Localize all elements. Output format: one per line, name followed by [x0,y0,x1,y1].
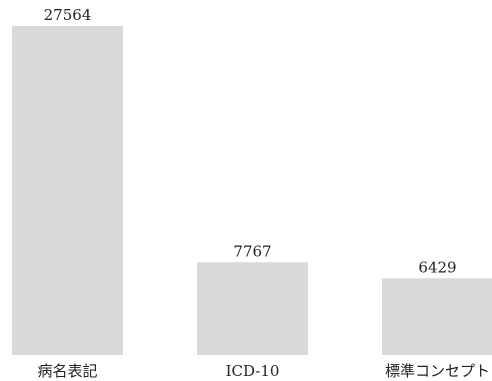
bar [382,278,492,355]
bars-group [12,26,492,355]
bar [12,26,123,355]
category-tick-label: 病名表記 [37,362,97,380]
category-labels-group: 病名表記 ICD-10 標準コンセプト [37,362,490,380]
category-tick-label: 標準コンセプト [385,362,490,380]
bar-value-label: 27564 [44,6,92,24]
bar-value-label: 7767 [233,242,271,260]
value-labels-group: 27564 7767 6429 [44,6,457,276]
bar-value-label: 6429 [418,258,456,276]
category-tick-label: ICD-10 [226,362,280,380]
bar [197,262,308,355]
